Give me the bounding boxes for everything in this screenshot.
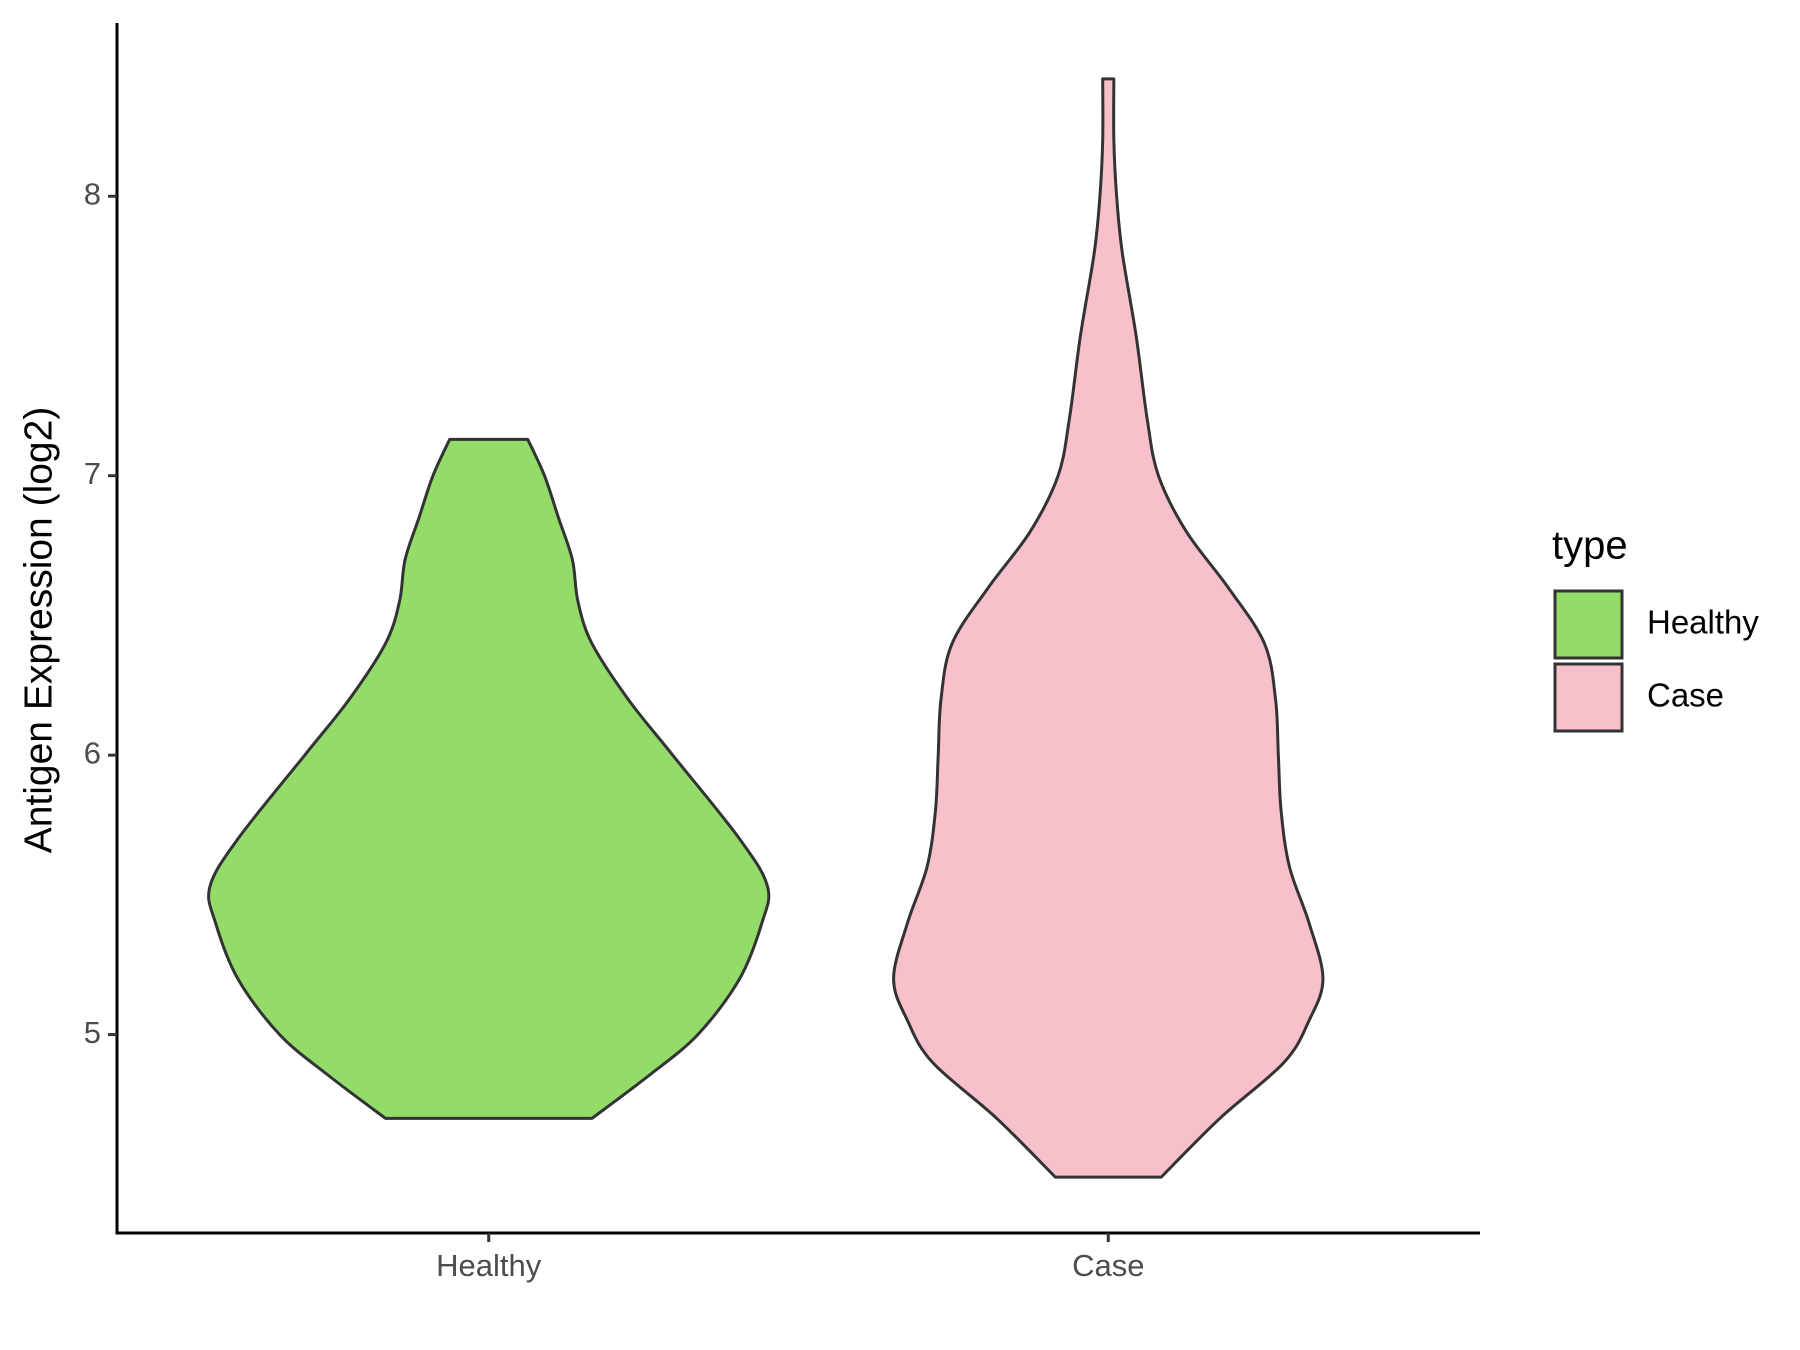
- legend-label: Case: [1647, 677, 1724, 714]
- x-tick-label: Healthy: [436, 1248, 542, 1283]
- y-tick-label: 5: [84, 1015, 101, 1050]
- y-tick-label: 6: [84, 735, 101, 770]
- legend-key: [1553, 589, 1624, 660]
- x-tick-label: Case: [1072, 1248, 1144, 1283]
- violin: [892, 77, 1325, 1179]
- legend-key: [1553, 662, 1624, 733]
- legend-label: Healthy: [1647, 604, 1759, 641]
- y-tick-label: 7: [84, 456, 101, 491]
- y-tick-label: 8: [84, 176, 101, 211]
- legend-title: type: [1552, 524, 1628, 568]
- violin: [207, 437, 771, 1120]
- y-axis-title: Antigen Expression (log2): [17, 407, 60, 854]
